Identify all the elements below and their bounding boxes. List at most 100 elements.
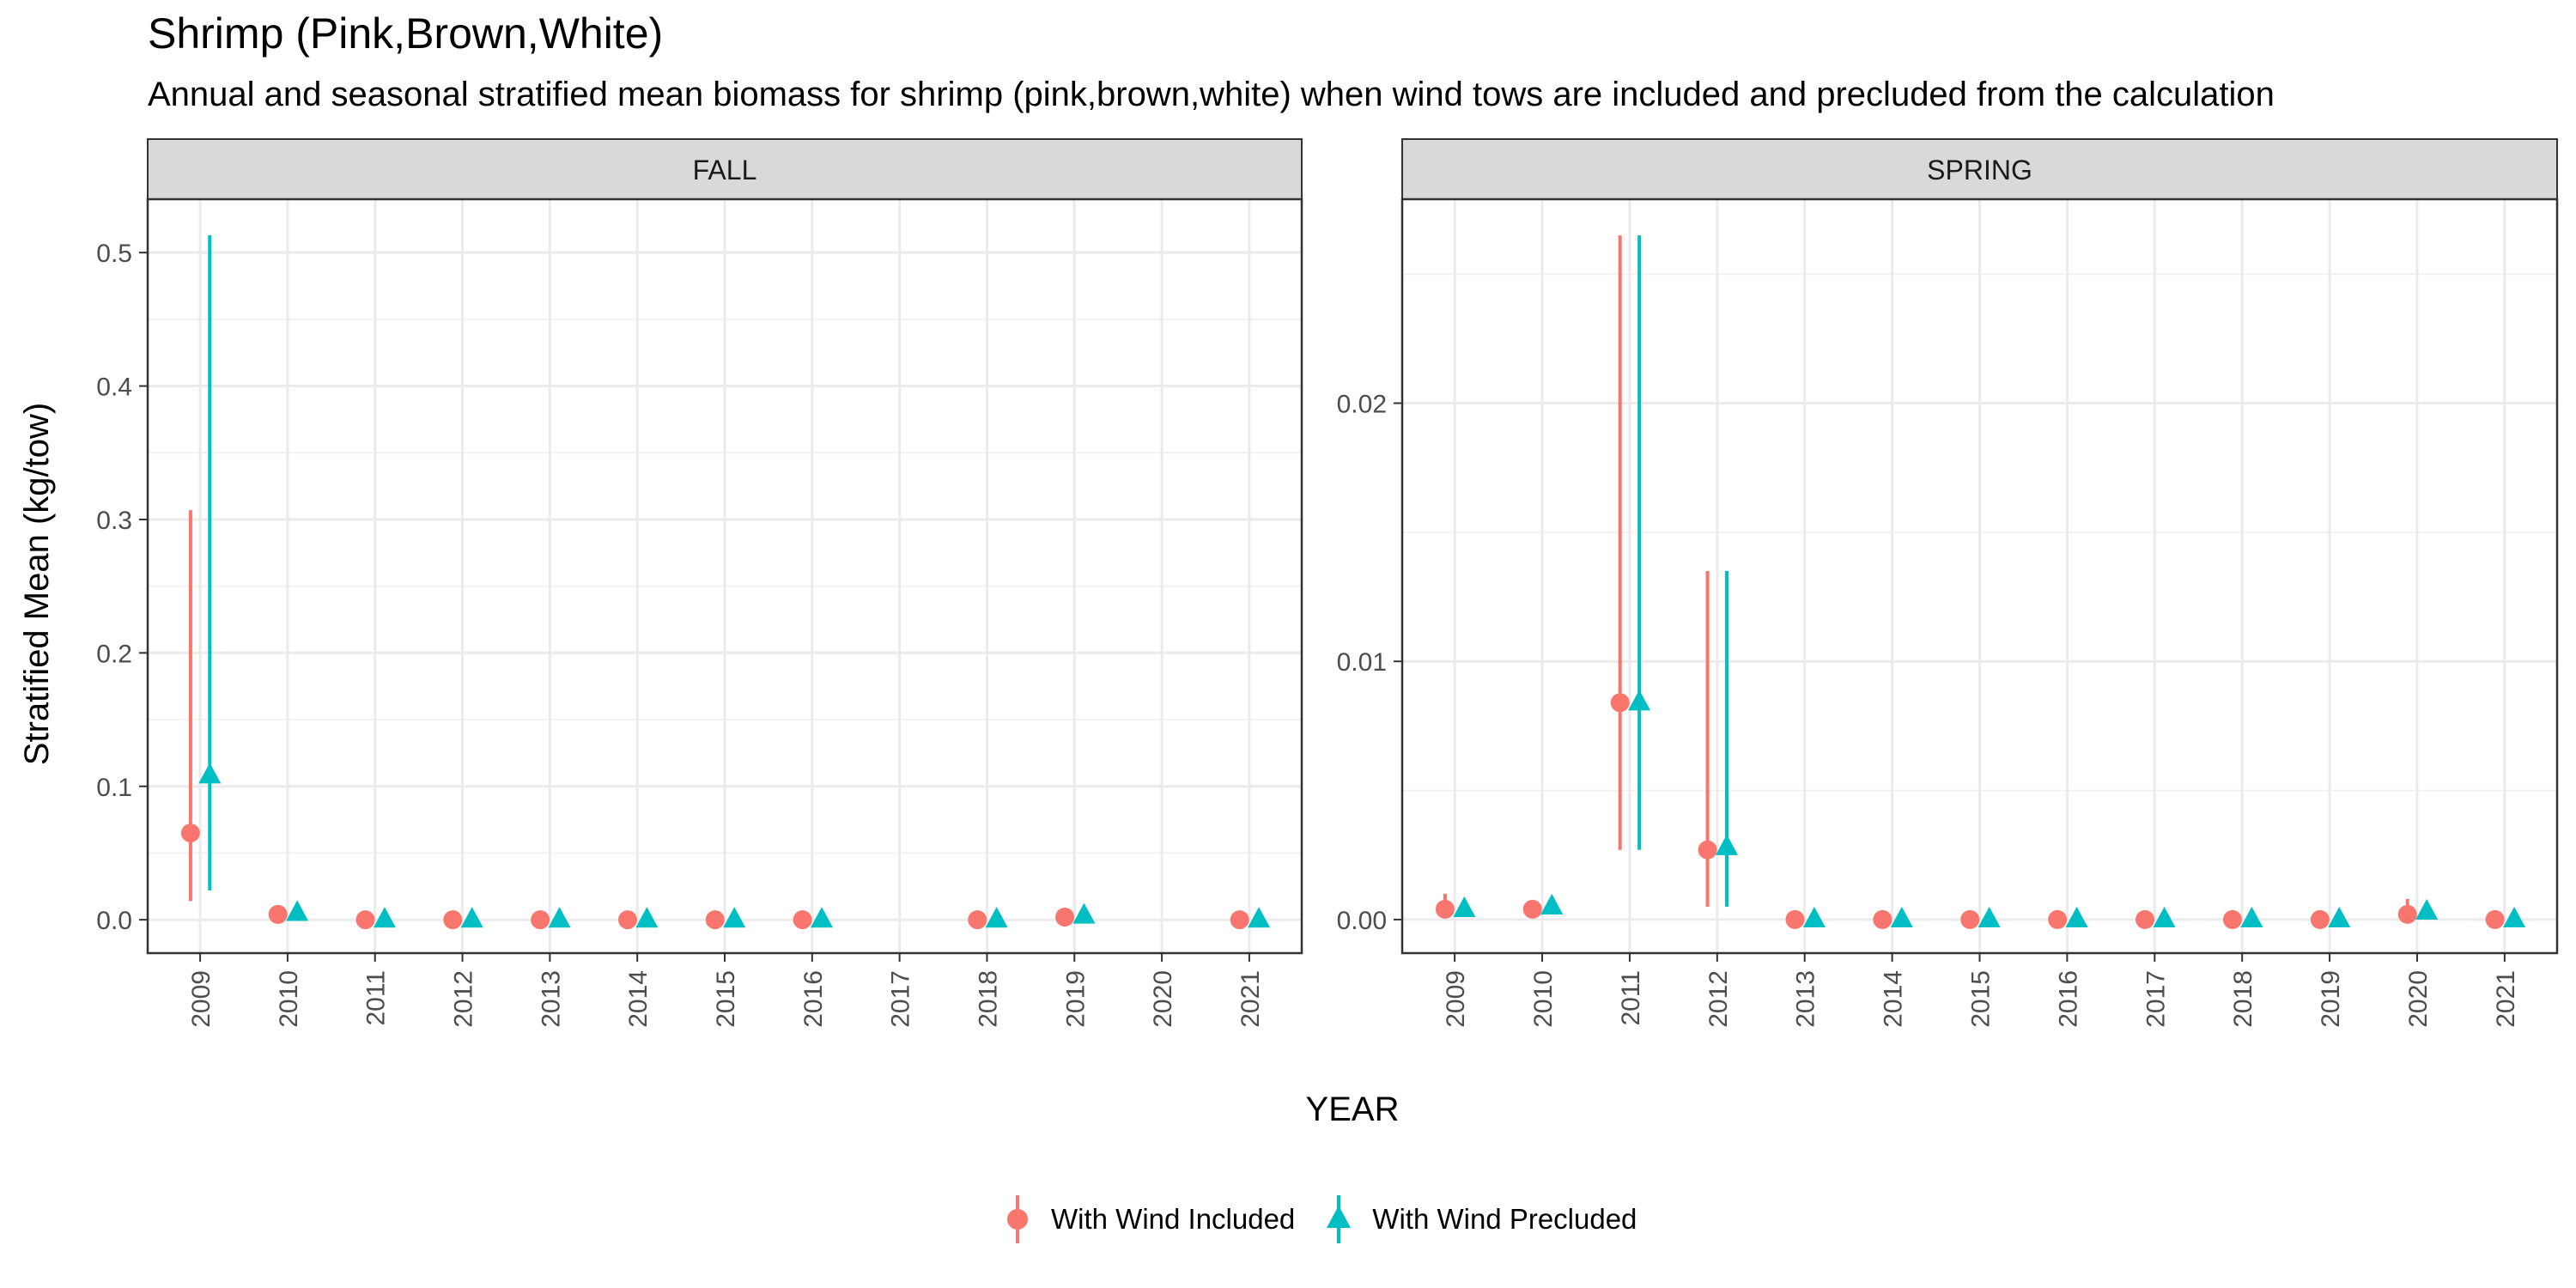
point-included	[443, 910, 463, 930]
point-included	[2397, 904, 2417, 924]
x-tick-label: 2017	[887, 970, 915, 1028]
x-tick-label: 2018	[974, 970, 1002, 1028]
y-tick-label: 0.01	[1337, 648, 1387, 677]
legend: With Wind Included With Wind Precluded	[996, 1195, 1659, 1243]
x-tick-label: 2012	[1704, 970, 1733, 1028]
point-precluded	[1628, 690, 1651, 711]
point-included	[1960, 909, 1980, 929]
x-tick-label: 2009	[1442, 970, 1470, 1028]
y-tick-label: 0.4	[96, 374, 132, 402]
point-included	[2485, 909, 2505, 929]
y-tick-label: 0.00	[1337, 907, 1387, 935]
point-precluded	[460, 907, 483, 928]
point-included	[2310, 909, 2330, 929]
point-included	[1522, 899, 1542, 919]
legend-item-precluded: With Wind Precluded	[1317, 1194, 1637, 1245]
point-included	[531, 910, 550, 930]
facet-panel-spring: SPRING 0.00 0.01 0.02 2009 2010 2011 2012 2013 20…	[1337, 138, 2559, 1028]
x-tick-label: 2021	[2492, 970, 2520, 1028]
x-tick-label: 2013	[537, 970, 565, 1028]
x-tick-label: 2012	[450, 970, 478, 1028]
legend-label-precluded: With Wind Precluded	[1372, 1203, 1637, 1235]
x-tick-label: 2010	[1529, 970, 1558, 1028]
x-tick-label: 2009	[187, 970, 216, 1028]
facet-strip	[1401, 138, 2558, 200]
y-tick-label: 0.3	[96, 507, 132, 535]
x-tick-label: 2015	[712, 970, 740, 1028]
legend-label-included: With Wind Included	[1051, 1203, 1296, 1235]
point-precluded	[1248, 907, 1271, 928]
point-precluded	[985, 907, 1008, 928]
circle-marker-icon	[1007, 1195, 1028, 1243]
point-precluded	[2240, 906, 2263, 928]
point-precluded	[198, 762, 222, 784]
point-precluded	[2328, 906, 2351, 928]
point-precluded	[1802, 906, 1826, 928]
chart-subtitle: Annual and seasonal stratified mean biom…	[148, 76, 2275, 113]
point-precluded	[2415, 898, 2439, 920]
x-tick-label: 2018	[2229, 970, 2257, 1028]
point-precluded	[723, 907, 746, 928]
x-tick-label: 2010	[275, 970, 303, 1028]
point-included	[2136, 909, 2155, 929]
point-precluded	[1716, 834, 1739, 855]
x-tick-label: 2019	[2317, 970, 2345, 1028]
point-included	[268, 904, 288, 924]
point-precluded	[1978, 906, 2001, 928]
x-tick-label: 2016	[2054, 970, 2082, 1028]
point-included	[617, 910, 637, 930]
point-precluded	[2503, 906, 2526, 928]
x-tick-label: 2020	[2404, 970, 2433, 1028]
facet-strip-label: SPRING	[1927, 155, 2032, 185]
x-tick-label: 2014	[624, 970, 653, 1028]
point-precluded	[2065, 906, 2088, 928]
point-included	[1785, 909, 1805, 929]
x-tick-label: 2011	[362, 970, 391, 1026]
triangle-marker-icon	[1327, 1195, 1352, 1243]
x-tick-label: 2013	[1792, 970, 1820, 1028]
point-precluded	[548, 907, 571, 928]
x-tick-label: 2019	[1061, 970, 1090, 1028]
point-included	[2048, 909, 2068, 929]
point-included	[1698, 840, 1717, 860]
point-included	[1055, 908, 1075, 927]
point-included	[355, 910, 375, 930]
x-axis-label: YEAR	[1306, 1091, 1400, 1128]
point-included	[793, 910, 812, 930]
x-tick-label: 2015	[1967, 970, 1996, 1028]
legend-item-included: With Wind Included	[996, 1194, 1295, 1245]
point-included	[2222, 909, 2242, 929]
facet-panel-fall: FALL 0.0 0.1 0.2 0.3 0.4 0.5 2009 2010 2011 2012 20…	[96, 138, 1303, 1028]
point-included	[968, 910, 987, 930]
point-precluded	[1890, 906, 1913, 928]
point-included	[1435, 899, 1455, 919]
facet-strip-label: FALL	[693, 155, 757, 185]
point-precluded	[373, 907, 396, 928]
x-tick-label: 2021	[1236, 970, 1265, 1028]
y-tick-label: 0.02	[1337, 391, 1387, 419]
point-included	[705, 910, 725, 930]
x-tick-label: 2017	[2142, 970, 2170, 1028]
y-tick-label: 0.1	[96, 774, 132, 802]
y-tick-label: 0.5	[96, 240, 132, 268]
point-precluded	[286, 900, 309, 921]
panels: FALL 0.0 0.1 0.2 0.3 0.4 0.5 2009 2010 2011 2012 20…	[96, 138, 2559, 1028]
y-tick-label: 0.0	[96, 907, 132, 935]
x-tick-label: 2020	[1149, 970, 1177, 1028]
point-included	[1230, 910, 1249, 930]
panel-border	[1400, 197, 2559, 955]
point-precluded	[2153, 906, 2176, 928]
y-axis-label: Stratified Mean (kg/tow)	[18, 403, 56, 765]
point-precluded	[1072, 902, 1096, 924]
panel-border	[146, 197, 1303, 955]
point-precluded	[1453, 896, 1476, 917]
point-precluded	[635, 907, 659, 928]
chart-title: Shrimp (Pink,Brown,White)	[148, 9, 664, 58]
chart-plot-area: Stratified Mean (kg/tow) YEAR FALL 0.0 0.1…	[18, 138, 2559, 1128]
point-included	[1873, 909, 1893, 929]
x-tick-label: 2011	[1617, 970, 1645, 1026]
x-tick-label: 2016	[799, 970, 828, 1028]
point-included	[1610, 693, 1630, 713]
x-tick-label: 2014	[1880, 970, 1908, 1028]
point-precluded	[811, 907, 834, 928]
